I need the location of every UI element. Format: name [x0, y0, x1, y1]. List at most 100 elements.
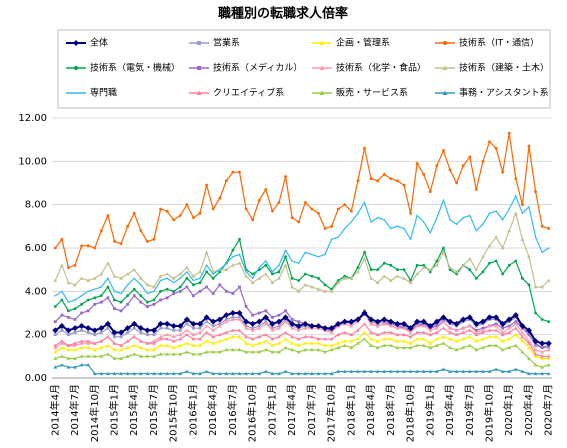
marker — [257, 276, 262, 280]
marker — [198, 326, 202, 330]
marker — [204, 369, 209, 373]
marker — [257, 334, 262, 339]
marker — [356, 266, 360, 269]
marker — [409, 211, 412, 215]
marker — [369, 369, 373, 373]
marker — [330, 238, 333, 241]
marker — [455, 272, 459, 276]
marker — [317, 255, 320, 258]
marker — [467, 369, 472, 373]
marker — [448, 345, 452, 350]
marker — [415, 343, 420, 347]
marker — [336, 345, 341, 350]
marker — [336, 280, 341, 285]
marker — [237, 347, 242, 352]
marker — [290, 216, 294, 220]
marker — [309, 341, 314, 345]
marker — [119, 343, 123, 347]
marker — [132, 371, 137, 376]
marker — [408, 280, 413, 285]
marker — [487, 243, 492, 248]
marker — [534, 236, 537, 238]
x-tick-label: 2014年10月 — [88, 384, 101, 442]
marker — [494, 324, 498, 328]
marker — [178, 343, 183, 347]
marker — [270, 209, 274, 213]
marker — [382, 343, 387, 347]
marker — [527, 371, 531, 376]
marker — [211, 276, 215, 280]
marker — [198, 289, 202, 293]
marker — [533, 347, 538, 352]
y-tick-label: 4.00 — [25, 286, 47, 297]
marker — [494, 146, 498, 150]
marker — [67, 266, 70, 269]
marker — [540, 356, 545, 360]
marker — [231, 248, 235, 252]
legend-label: 専門職 — [90, 87, 117, 99]
marker — [126, 331, 130, 334]
marker — [369, 337, 373, 341]
marker — [53, 345, 58, 350]
marker — [296, 371, 301, 376]
marker — [244, 305, 248, 308]
marker — [468, 268, 472, 272]
marker — [382, 321, 387, 326]
marker — [157, 320, 164, 327]
marker — [532, 338, 539, 345]
marker — [461, 330, 466, 334]
marker — [481, 159, 485, 163]
marker — [308, 323, 315, 329]
marker — [145, 305, 149, 308]
marker — [120, 292, 122, 295]
marker — [468, 155, 472, 159]
marker — [545, 340, 552, 347]
marker — [119, 356, 123, 360]
marker — [494, 259, 498, 263]
marker — [192, 216, 195, 220]
marker — [126, 284, 129, 286]
y-tick-label: 12.00 — [18, 113, 47, 124]
marker — [382, 261, 386, 265]
marker — [152, 371, 156, 376]
marker — [257, 371, 262, 376]
marker — [546, 278, 551, 282]
marker — [73, 365, 77, 369]
marker — [513, 332, 518, 337]
marker — [237, 261, 242, 265]
y-tick-label: 8.00 — [25, 200, 47, 211]
marker — [507, 324, 511, 328]
marker — [290, 318, 294, 321]
marker — [139, 229, 143, 233]
marker — [402, 369, 406, 373]
series-line — [54, 133, 549, 269]
x-tick-label: 2017年7月 — [305, 384, 318, 436]
marker — [231, 170, 235, 174]
marker — [454, 328, 459, 332]
marker — [486, 314, 493, 321]
marker — [374, 318, 381, 325]
marker — [376, 216, 379, 219]
marker — [488, 212, 491, 215]
marker — [107, 277, 109, 280]
marker — [323, 343, 327, 347]
marker — [271, 271, 274, 273]
marker — [461, 164, 465, 168]
marker — [171, 345, 176, 350]
marker — [362, 321, 367, 326]
marker — [244, 341, 248, 345]
marker — [362, 256, 367, 261]
marker — [112, 371, 117, 376]
marker — [73, 341, 77, 345]
marker — [356, 179, 360, 183]
marker — [381, 316, 388, 323]
marker — [533, 352, 538, 356]
marker — [487, 369, 492, 373]
marker — [323, 283, 327, 287]
marker — [540, 365, 545, 369]
marker — [376, 268, 380, 272]
marker — [435, 259, 439, 263]
marker — [330, 224, 334, 228]
marker — [112, 356, 117, 360]
marker — [87, 290, 89, 293]
